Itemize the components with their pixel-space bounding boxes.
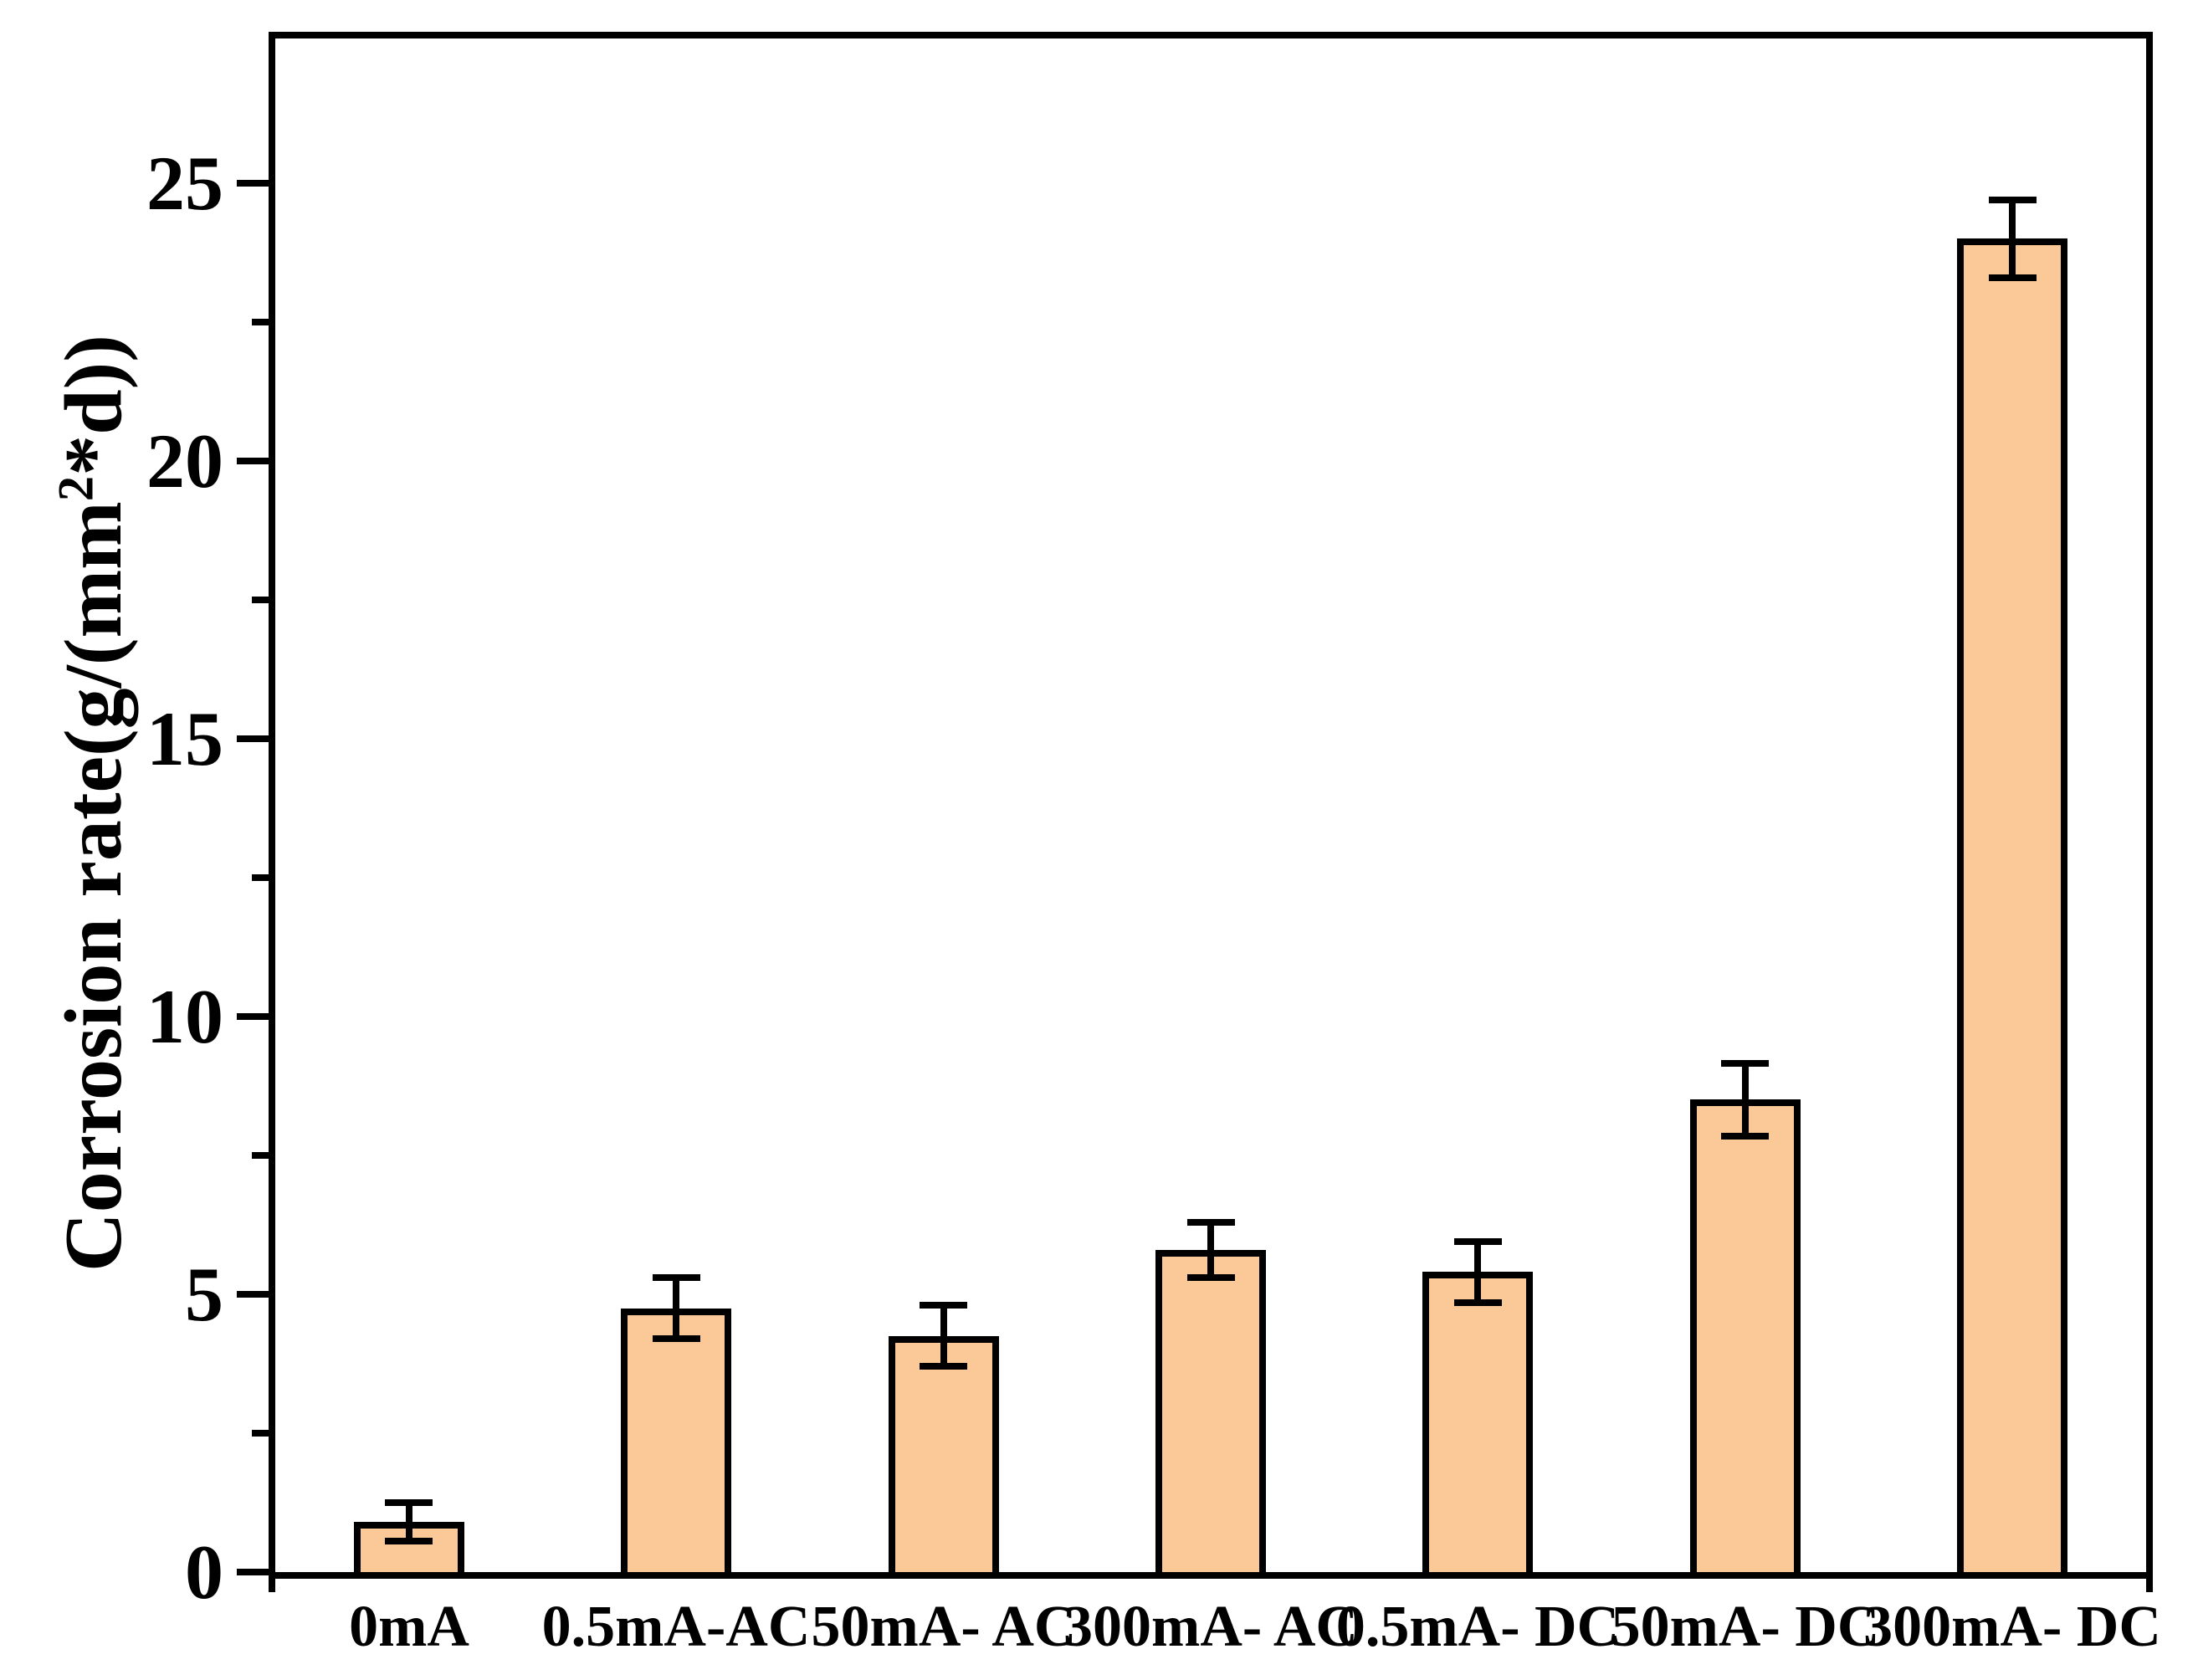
error-bar-line xyxy=(1207,1222,1214,1278)
y-axis-tick-major xyxy=(237,180,269,187)
y-tick-label: 15 xyxy=(146,696,223,781)
error-bar-cap-bottom xyxy=(1186,1274,1235,1281)
bar-300mA- AC xyxy=(1155,1250,1266,1572)
y-axis-tick-major xyxy=(237,1291,269,1298)
error-bar-cap-bottom xyxy=(1453,1299,1502,1306)
axis-overhang-stub xyxy=(2146,1579,2153,1592)
y-tick-label: 0 xyxy=(185,1529,223,1615)
bar-50mA- DC xyxy=(1689,1099,1801,1572)
error-bar-line xyxy=(1474,1242,1482,1303)
error-bar-line xyxy=(940,1305,947,1366)
x-tick-label-0.5mA-AC: 0.5mA-AC xyxy=(541,1595,811,1659)
bar-300mA- DC xyxy=(1957,238,2068,1572)
y-tick-label: 25 xyxy=(146,141,223,226)
bar-0.5mA-AC xyxy=(621,1309,732,1572)
y-axis-tick-major xyxy=(237,735,269,742)
error-bar-cap-bottom xyxy=(652,1335,700,1342)
bar-50mA- AC xyxy=(888,1336,999,1572)
error-bar-cap-top xyxy=(652,1274,700,1281)
error-bar-cap-top xyxy=(920,1302,968,1309)
x-tick-label-50mA- AC: 50mA- AC xyxy=(811,1595,1077,1659)
error-bar-line xyxy=(2009,200,2016,278)
y-axis-tick-minor xyxy=(252,874,269,881)
error-bar-cap-top xyxy=(385,1499,433,1506)
y-axis-tick-minor xyxy=(252,319,269,325)
plot-area xyxy=(275,38,2146,1572)
y-axis-tick-major xyxy=(237,1013,269,1020)
y-axis-tick-minor xyxy=(252,597,269,603)
error-bar-line xyxy=(673,1278,680,1339)
error-bar-cap-top xyxy=(1186,1219,1235,1226)
y-axis-tick-major xyxy=(237,1569,269,1575)
error-bar-cap-bottom xyxy=(1988,274,2037,281)
y-axis-label-prefix: Corrosion rate(g/(mm xyxy=(49,501,139,1272)
x-tick-label-300mA- AC: 300mA- AC xyxy=(1063,1595,1358,1659)
error-bar-cap-top xyxy=(1988,197,2037,203)
y-axis-tick-major xyxy=(237,458,269,464)
y-tick-label: 10 xyxy=(146,974,223,1059)
y-axis-tick-minor xyxy=(252,1152,269,1159)
y-tick-label: 5 xyxy=(185,1252,223,1337)
error-bar-cap-bottom xyxy=(920,1363,968,1370)
plot-frame xyxy=(269,32,2153,1579)
error-bar-cap-bottom xyxy=(1721,1133,1770,1140)
error-bar-line xyxy=(1741,1064,1749,1136)
error-bar-cap-top xyxy=(1721,1060,1770,1067)
x-tick-label-50mA- DC: 50mA- DC xyxy=(1611,1595,1880,1659)
y-tick-label: 20 xyxy=(146,418,223,504)
y-axis-tick-minor xyxy=(252,1430,269,1437)
x-tick-label-0mA: 0mA xyxy=(349,1595,469,1659)
axis-overhang-stub xyxy=(269,1579,275,1592)
error-bar-cap-top xyxy=(1453,1238,1502,1245)
y-axis-label: Corrosion rate(g/(mm2*d)) xyxy=(39,8,148,1598)
x-tick-label-300mA- DC: 300mA- DC xyxy=(1863,1595,2161,1659)
x-tick-label-0.5mA- DC: 0.5mA- DC xyxy=(1335,1595,1620,1659)
error-bar-line xyxy=(405,1503,412,1541)
bar-0.5mA- DC xyxy=(1422,1272,1534,1572)
error-bar-cap-bottom xyxy=(385,1538,433,1544)
